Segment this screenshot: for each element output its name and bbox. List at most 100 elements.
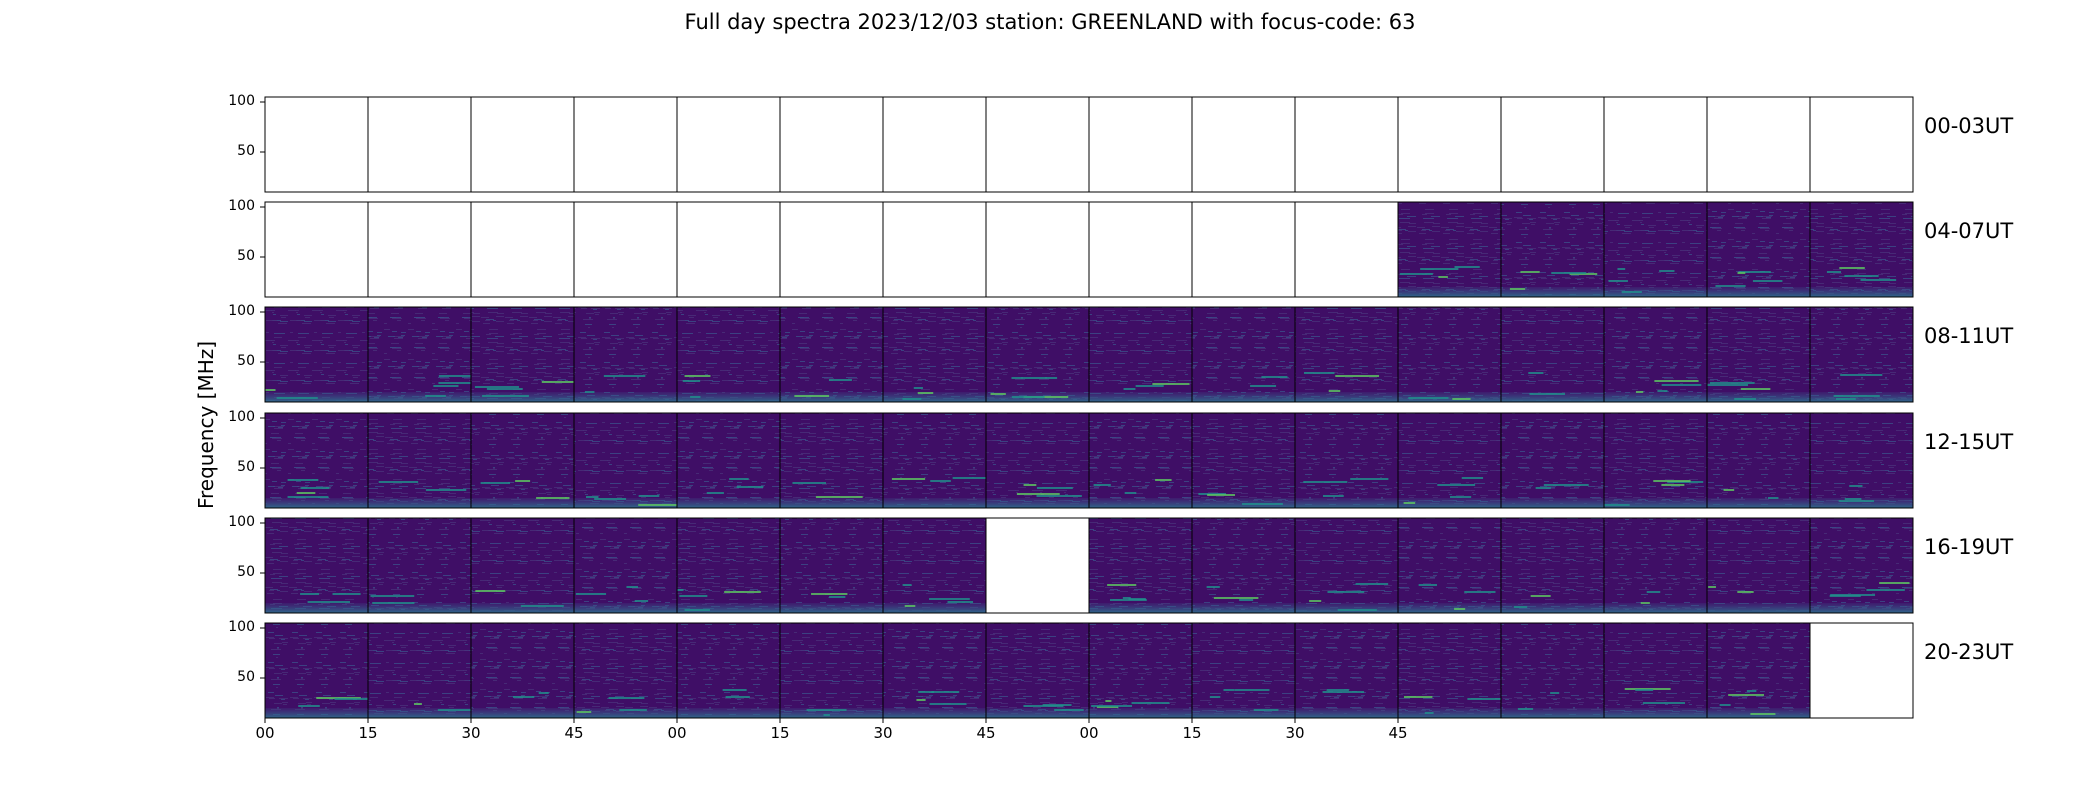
panel [985,517,1090,614]
panel [1500,517,1605,614]
y-tick-label: 100 [228,514,255,530]
panel [470,517,575,614]
panel [1500,306,1605,403]
panel [1603,517,1708,614]
y-tick-label: 100 [228,198,255,214]
panel [367,517,472,614]
y-tick-label: 50 [237,248,255,264]
y-tick-label: 50 [237,353,255,369]
panel [676,517,781,614]
x-tick-label: 15 [358,724,378,742]
panel [264,306,369,403]
x-tick-label: 00 [1079,724,1099,742]
panel [1088,412,1193,509]
panel [1706,622,1811,719]
row-00-03UT [264,96,1914,193]
x-tick-label: 45 [976,724,996,742]
panel [1397,201,1502,298]
panel [1191,306,1296,403]
row-04-07UT [264,201,1914,298]
panel [573,622,678,719]
panel [1706,306,1811,403]
x-tick-label: 30 [461,724,481,742]
panel [1294,201,1399,298]
panel [1603,306,1708,403]
panel [1294,96,1399,193]
panel [470,306,581,403]
row-16-19UT [264,517,1914,614]
panel [1191,96,1296,193]
panel [882,96,987,193]
panel [1706,201,1811,298]
panel [1809,517,1914,614]
panel [573,412,686,509]
panel [1809,201,1914,298]
row-12-15UT [264,412,1914,509]
panel [1294,306,1399,403]
panel [1294,622,1399,719]
panel [367,412,472,509]
panel [1088,306,1193,403]
panel [1397,622,1504,719]
panel [882,412,997,509]
x-tick-label: 30 [873,724,893,742]
panel [676,96,781,193]
panel [1191,517,1296,614]
panel [573,306,678,403]
panel [1500,201,1605,298]
panel [882,622,987,719]
panel [1809,96,1914,193]
panel [1809,622,1914,719]
panel [1191,201,1296,298]
row-08-11UT [264,306,1914,403]
panel [779,306,884,403]
panel [985,622,1090,719]
panel [470,201,575,298]
panel [676,201,781,298]
panel [367,622,484,719]
panel [1500,412,1605,509]
panel [264,622,374,719]
row-label: 16-19UT [1924,535,2014,559]
panel [470,412,575,509]
panel [779,201,884,298]
panel [367,306,478,403]
panel [367,201,472,298]
panel [1603,412,1708,509]
y-tick-label: 50 [237,669,255,685]
row-label: 04-07UT [1924,219,2014,243]
panel [1500,622,1605,719]
panel [1603,201,1708,298]
panel [1191,622,1296,719]
panel [985,96,1090,193]
panel [1603,96,1708,193]
panel [573,201,678,298]
panel [882,306,987,403]
y-tick-label: 100 [228,303,255,319]
panel [1294,517,1399,614]
panel [1397,96,1502,193]
row-label: 12-15UT [1924,430,2014,454]
y-tick-label: 50 [237,564,255,580]
panel [573,517,678,614]
panel [1809,306,1914,403]
row-20-23UT [264,622,1914,719]
panel [1088,517,1193,614]
x-tick-label: 00 [667,724,687,742]
panel [779,517,884,614]
y-tick-label: 100 [228,409,255,425]
panel [1397,306,1502,403]
y-tick-label: 100 [228,93,255,109]
panel [264,201,369,298]
panel [779,412,884,509]
y-tick-label: 50 [237,459,255,475]
x-tick-label: 15 [770,724,790,742]
panel [1706,517,1811,614]
panel [882,201,987,298]
x-tick-label: 45 [564,724,584,742]
panel [882,517,987,614]
x-tick-label: 15 [1182,724,1202,742]
panel [1603,622,1708,719]
